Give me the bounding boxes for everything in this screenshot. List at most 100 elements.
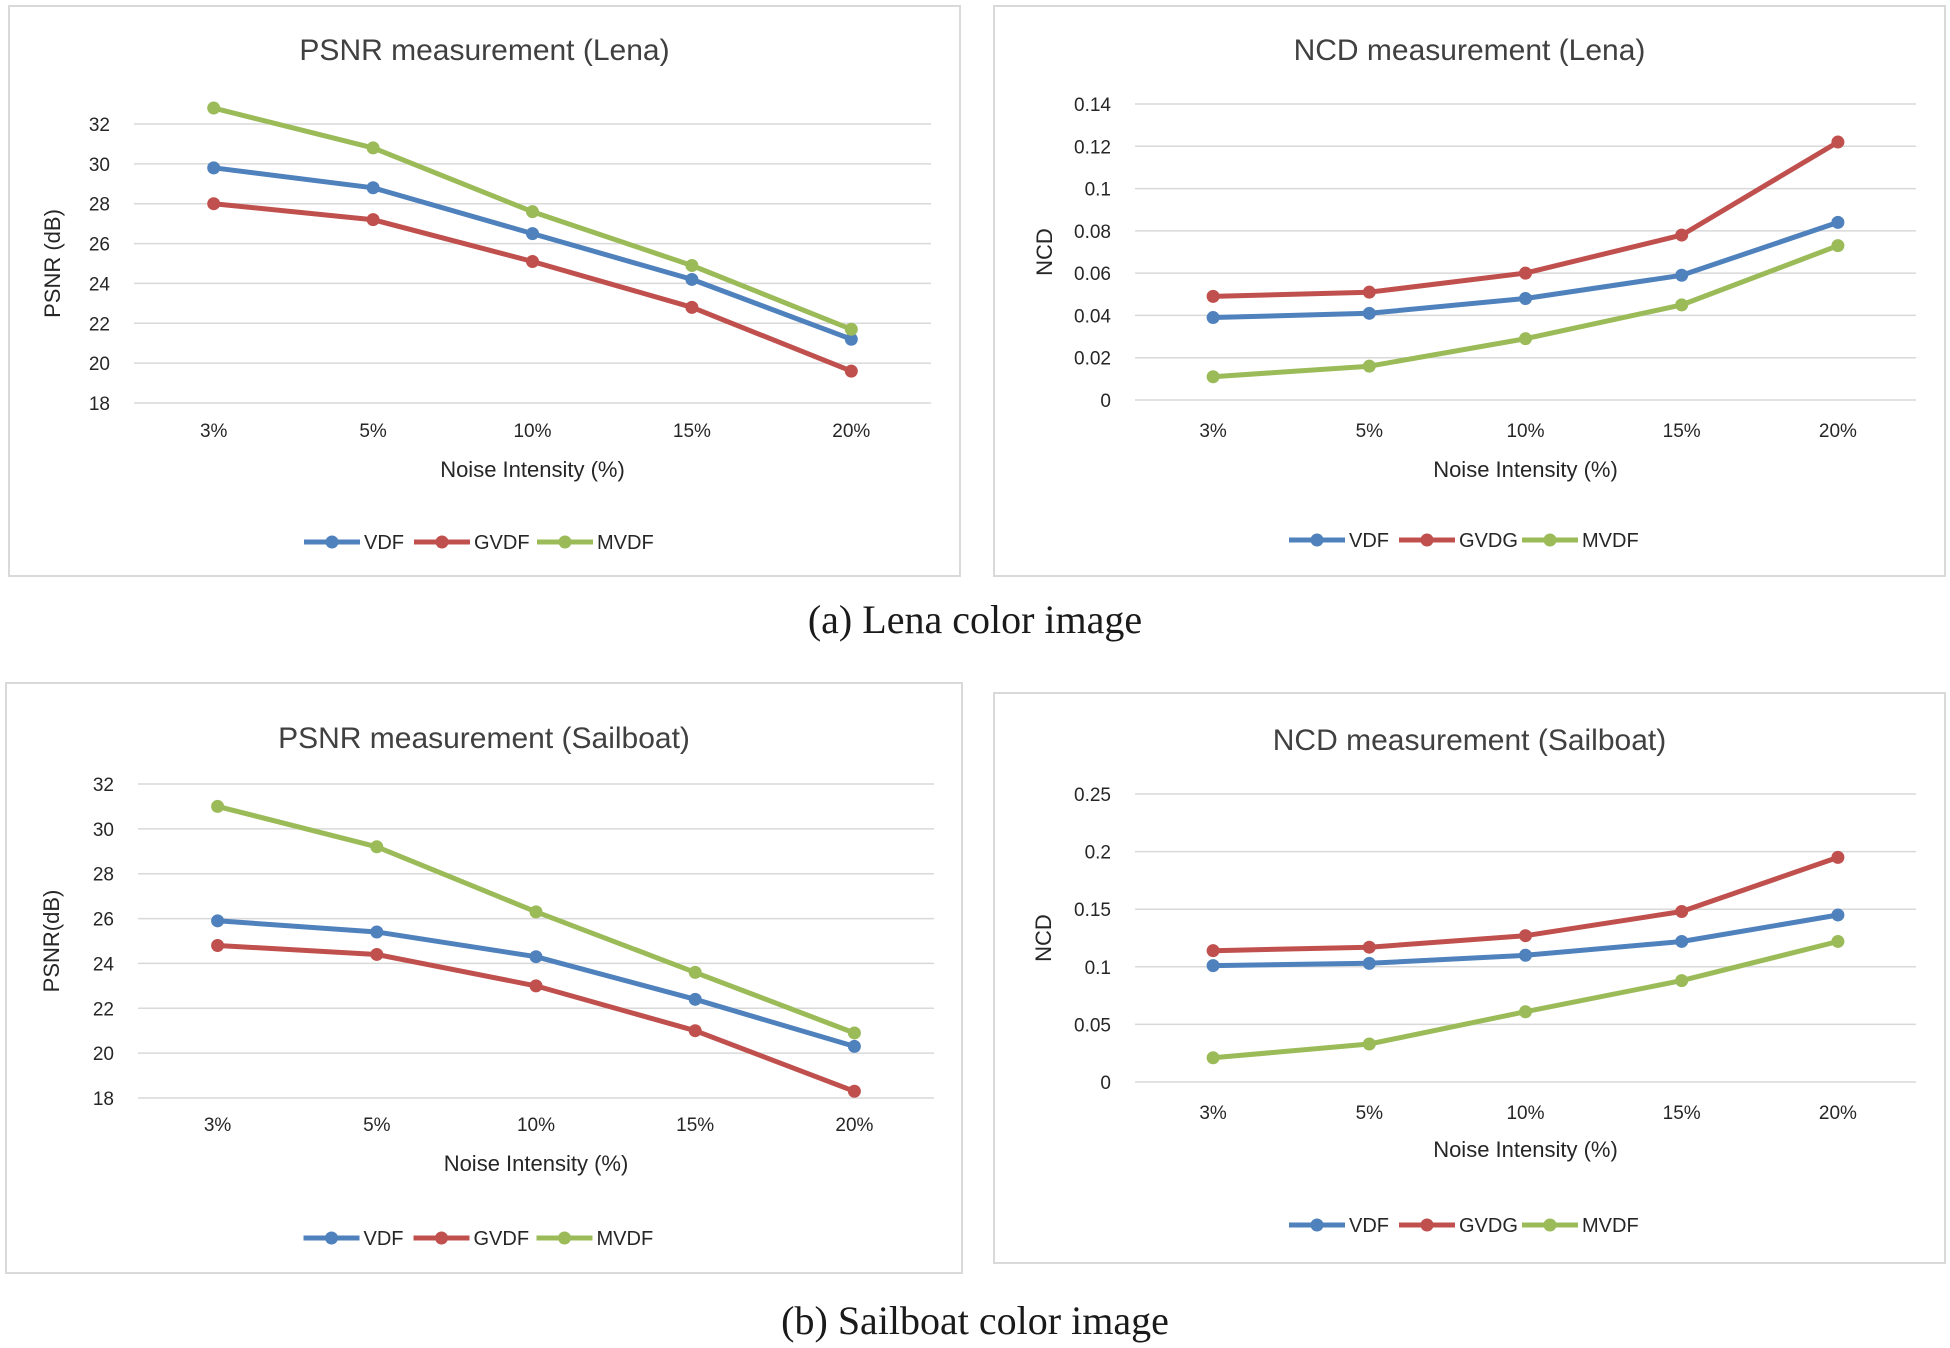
- legend-item-mvdf: MVDF: [537, 532, 654, 554]
- data-point-mvdf: [370, 840, 384, 854]
- data-point-gvdf: [847, 1084, 861, 1098]
- data-point-mvdf: [1206, 370, 1220, 384]
- legend-item-vdf: VDF: [1289, 1215, 1389, 1237]
- legend-marker: [325, 535, 339, 549]
- data-point-vdf: [366, 181, 380, 195]
- y-tick-label: 22: [93, 999, 114, 1020]
- legend-marker: [435, 535, 449, 549]
- x-axis-title: Noise Intensity (%): [444, 1151, 629, 1176]
- legend-marker: [1543, 1218, 1557, 1232]
- data-point-gvdf: [211, 938, 225, 952]
- legend-item-mvdf: MVDF: [1522, 530, 1639, 552]
- legend-label: GVDG: [1459, 530, 1518, 552]
- x-tick-label: 3%: [1199, 1103, 1227, 1124]
- data-point-vdf: [1206, 311, 1220, 325]
- data-point-gvdf: [526, 255, 539, 269]
- legend-marker: [558, 1231, 571, 1245]
- chart-ncd-sailboat: NCD measurement (Sailboat) 0 0.05 0.1 0.15 0.…: [993, 692, 1946, 1264]
- chart-svg: NCD measurement (Sailboat) 0 0.05 0.1 0.15 0.…: [1031, 724, 1916, 1237]
- legend-marker: [1310, 1218, 1324, 1232]
- legend-item-gvdf: GVDF: [413, 1228, 530, 1250]
- data-point-vdf: [847, 1039, 861, 1053]
- data-point-mvdf: [526, 205, 539, 219]
- y-tick-label: 26: [93, 910, 114, 931]
- chart-title: NCD measurement (Lena): [1294, 34, 1646, 67]
- legend-label: MVDF: [1582, 530, 1639, 552]
- legend-marker: [1310, 533, 1324, 547]
- legend-label: GVDF: [474, 532, 530, 554]
- y-tick-label: 0.1: [1085, 180, 1111, 201]
- x-tick-label: 5%: [359, 421, 387, 442]
- x-tick-label: 5%: [363, 1115, 391, 1136]
- chart-title: PSNR measurement (Lena): [299, 34, 669, 67]
- legend-item-mvdf: MVDF: [536, 1228, 653, 1250]
- y-tick-label: 0.15: [1074, 900, 1111, 921]
- x-tick-label: 10%: [1506, 1103, 1544, 1124]
- legend-label: GVDF: [474, 1228, 530, 1250]
- data-point-gvdf: [688, 1024, 702, 1038]
- data-point-vdf: [1206, 959, 1220, 973]
- y-tick-label: 24: [89, 274, 111, 295]
- y-tick-label: 0.25: [1074, 785, 1111, 806]
- chart-svg: PSNR measurement (Sailboat) 18 20 22 24 26 28 3…: [39, 722, 934, 1250]
- legend-marker: [435, 1231, 448, 1245]
- legend-marker: [325, 1231, 338, 1245]
- legend-item-vdf: VDF: [1289, 530, 1389, 552]
- data-point-mvdf: [688, 965, 702, 979]
- data-point-mvdf: [685, 258, 699, 272]
- x-tick-label: 3%: [204, 1115, 232, 1136]
- chart-ncd-lena: NCD measurement (Lena) 0 0.02 0.04 0.06 0.08 0…: [993, 5, 1946, 577]
- legend-marker: [1543, 533, 1557, 547]
- data-point-gvdf: [844, 364, 858, 378]
- y-tick-label: 0.04: [1074, 306, 1111, 327]
- data-point-vdf: [1519, 292, 1532, 306]
- x-tick-label: 20%: [832, 421, 870, 442]
- series-line-mvdf: [213, 105, 853, 332]
- y-tick-label: 0: [1100, 391, 1111, 412]
- legend-marker: [1420, 1218, 1434, 1232]
- y-tick-label: 0: [1100, 1073, 1111, 1094]
- chart-psnr-lena: PSNR measurement (Lena) 18 20 22 24 26 28 30 32 3…: [8, 5, 961, 577]
- data-point-mvdf: [1831, 934, 1845, 948]
- x-tick-label: 5%: [1356, 1103, 1384, 1124]
- legend-label: MVDF: [597, 532, 654, 554]
- legend-item-gvdf: GVDF: [414, 532, 530, 554]
- chart-svg: NCD measurement (Lena) 0 0.02 0.04 0.06 0.08 0…: [1032, 34, 1916, 552]
- y-tick-label: 30: [89, 155, 110, 176]
- legend-item-gvdg: GVDG: [1399, 1215, 1518, 1237]
- data-point-vdf: [1831, 215, 1845, 229]
- y-tick-label: 32: [93, 775, 114, 796]
- y-tick-label: 26: [89, 235, 110, 256]
- y-tick-label: 28: [89, 195, 110, 216]
- data-point-gvdg: [1362, 285, 1376, 299]
- y-tick-label: 0.1: [1085, 958, 1111, 979]
- y-axis-title: NCD: [1031, 914, 1056, 962]
- data-point-gvdf: [685, 300, 699, 314]
- data-point-mvdf: [1362, 1037, 1376, 1051]
- y-tick-label: 18: [89, 394, 110, 415]
- data-point-vdf: [1831, 908, 1845, 922]
- data-point-vdf: [844, 332, 858, 346]
- y-axis-title: NCD: [1032, 228, 1057, 276]
- x-tick-label: 3%: [1199, 421, 1227, 442]
- data-point-gvdg: [1675, 228, 1689, 242]
- data-point-mvdf: [1675, 298, 1689, 312]
- data-point-gvdg: [1519, 929, 1532, 943]
- y-tick-label: 22: [89, 314, 110, 335]
- x-axis-title: Noise Intensity (%): [440, 457, 625, 482]
- legend-marker: [558, 535, 572, 549]
- series-line-vdf: [213, 165, 853, 342]
- data-point-vdf: [685, 272, 699, 286]
- data-point-mvdf: [366, 141, 380, 155]
- data-point-mvdf: [211, 799, 225, 813]
- caption-a: (a) Lena color image: [807, 597, 1143, 642]
- series-line-mvdf: [216, 803, 856, 1036]
- legend-item-vdf: VDF: [303, 1228, 404, 1250]
- data-point-vdf: [1675, 268, 1689, 282]
- data-point-mvdf: [1831, 239, 1845, 253]
- y-tick-label: 28: [93, 865, 114, 886]
- legend-item-gvdg: GVDG: [1399, 530, 1518, 552]
- data-point-vdf: [526, 227, 539, 241]
- data-point-vdf: [1362, 956, 1376, 970]
- y-tick-label: 30: [93, 820, 114, 841]
